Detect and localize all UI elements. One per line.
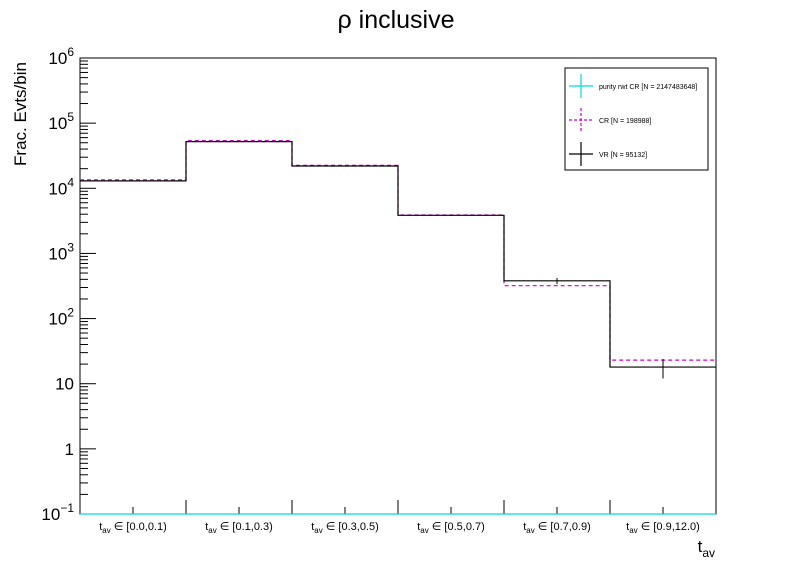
x-axis-ticks: tav ∈ [0.0,0.1) tav ∈ [0.1,0.3) tav ∈ [0.3… [99, 500, 700, 535]
x-tick-label: tav ∈ [0.3,0.5) [311, 521, 379, 535]
chart-title: ρ inclusive [337, 6, 454, 34]
y-tick-label: 105 [48, 110, 74, 133]
legend: purity rwt CR [N = 2147483648] CR [N = 19… [564, 67, 709, 171]
series-2 [80, 141, 716, 379]
series-line-2 [80, 141, 716, 368]
y-tick-label: 103 [48, 240, 74, 263]
y-tick-label: 10−1 [41, 501, 74, 524]
x-tick-label: tav ∈ [0.7,0.9) [523, 521, 591, 535]
legend-entry-1: CR [N = 198988] [569, 108, 651, 132]
y-tick-label: 102 [48, 306, 74, 329]
legend-label: purity rwt CR [N = 2147483648] [599, 84, 697, 91]
y-tick-label: 104 [48, 175, 74, 198]
legend-label: CR [N = 198988] [599, 118, 651, 125]
y-tick-label: 1 [65, 440, 74, 459]
y-axis-ticks: 10−1 1 10 102 103 104 105 106 [41, 45, 96, 524]
series-group [80, 139, 716, 515]
x-tick-label: tav ∈ [0.5,0.7) [417, 521, 485, 535]
x-tick-label: tav ∈ [0.9,12.0) [626, 521, 700, 535]
legend-entry-0: purity rwt CR [N = 2147483648] [569, 74, 697, 98]
y-tick-label: 10 [55, 375, 74, 394]
legend-entry-2: VR [N = 95132] [569, 142, 647, 166]
y-tick-label: 106 [48, 45, 74, 68]
x-tick-label: tav ∈ [0.0,0.1) [99, 521, 167, 535]
legend-label: VR [N = 95132] [599, 152, 647, 159]
y-axis-label: Frac. Evts/bin [11, 62, 30, 166]
legend-box [564, 67, 709, 171]
x-axis-label: tav [698, 537, 715, 560]
x-tick-label: tav ∈ [0.1,0.3) [205, 521, 273, 535]
